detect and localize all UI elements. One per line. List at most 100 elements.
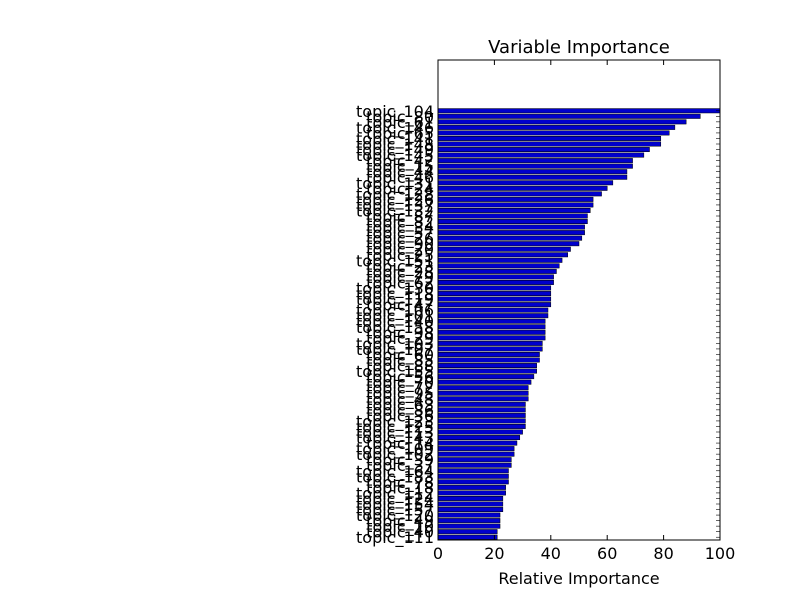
y-label-topic_15: topic_15: [366, 157, 434, 177]
y-label-topic_164: topic_164: [356, 462, 434, 482]
bar-topic_148: [437, 141, 662, 147]
y-label-topic_46: topic_46: [366, 168, 434, 188]
bar-topic_98: [437, 329, 546, 335]
y-label-topic_29: topic_29: [366, 329, 434, 349]
y-label-topic_101: topic_101: [356, 307, 434, 327]
y-label-topic_106: topic_106: [356, 301, 434, 321]
x-tick-label-0: 0: [433, 544, 443, 563]
y-label-topic_151: topic_151: [356, 251, 434, 271]
y-label-topic_104: topic_104: [356, 102, 434, 122]
y-label-topic_98: topic_98: [366, 323, 434, 343]
bar-topic_145: [437, 152, 645, 158]
bar-topic_39: [437, 457, 512, 463]
y-label-topic_112: topic_112: [356, 484, 434, 504]
bar-topic_155: [437, 368, 537, 374]
bar-topic_20: [437, 246, 571, 252]
bars-group: [437, 108, 721, 540]
y-label-topic_61: topic_61: [366, 113, 434, 133]
y-label-topic_85: topic_85: [366, 351, 434, 371]
bar-topic_151: [437, 257, 563, 263]
bar-topic_130: [437, 285, 552, 291]
bar-topic_113: [437, 429, 523, 435]
bar-topic_26: [437, 235, 583, 241]
y-label-topic_102: topic_102: [356, 445, 434, 465]
x-tick-label-80: 80: [653, 544, 673, 563]
y-label-topic_10: topic_10: [366, 517, 434, 537]
y-label-topic_34: topic_34: [366, 218, 434, 238]
y-label-topic_132: topic_132: [356, 201, 434, 221]
bar-topic_48: [437, 396, 529, 402]
y-label-topic_118: topic_118: [356, 285, 434, 305]
y-label-topic_107: topic_107: [356, 340, 434, 360]
y-label-topic_37: topic_37: [366, 456, 434, 476]
y-label-topic_86: topic_86: [366, 401, 434, 421]
bar-topic_23: [437, 263, 560, 269]
bar-topic_49: [437, 518, 501, 524]
bar-topic_34: [437, 224, 585, 230]
y-label-topic_137: topic_137: [356, 196, 434, 216]
bar-topic_57: [437, 230, 585, 236]
bar-topic_132: [437, 207, 591, 213]
y-label-topic_95: topic_95: [366, 384, 434, 404]
y-label-topic_28: topic_28: [366, 262, 434, 282]
y-label-topic_183: topic_183: [356, 467, 434, 487]
y-label-topic_140: topic_140: [356, 312, 434, 332]
bar-topic_85: [437, 357, 540, 363]
bar-topic_101: [437, 313, 549, 319]
y-label-topic_20: topic_20: [366, 240, 434, 260]
y-label-topic_24: topic_24: [366, 179, 434, 199]
bar-topic_24: [437, 185, 608, 191]
bar-topic_14: [437, 440, 518, 446]
y-label-topic_36: topic_36: [366, 406, 434, 426]
bar-topic_42: [437, 158, 633, 164]
y-label-topic_26: topic_26: [366, 229, 434, 249]
bar-topic_37: [437, 462, 512, 468]
bar-topic_95: [437, 390, 529, 396]
y-label-topic_120: topic_120: [356, 506, 434, 526]
bar-topic_112: [437, 490, 506, 496]
bar-topic_88: [437, 363, 537, 369]
bar-topic_146: [437, 124, 676, 130]
bar-topic_72: [437, 385, 529, 391]
bar-topic_109: [437, 446, 515, 452]
bar-topic_118: [437, 291, 552, 297]
y-label-topic_111: topic_111: [356, 528, 434, 548]
y-label-topic_145: topic_145: [356, 146, 434, 166]
y-label-topic_40: topic_40: [366, 523, 434, 543]
bar-topic_183: [437, 473, 509, 479]
bar-topic_87: [437, 213, 588, 219]
y-label-topic_56: topic_56: [366, 368, 434, 388]
bar-topic_143: [437, 435, 521, 441]
bar-topic_15: [437, 163, 633, 169]
y-label-topic_88: topic_88: [366, 357, 434, 377]
y-label-topic_148: topic_148: [356, 135, 434, 155]
bar-topic_60: [437, 351, 540, 357]
bar-topic_18: [437, 484, 506, 490]
x-tick-label-100: 100: [705, 544, 736, 563]
y-label-topic_157: topic_157: [356, 501, 434, 521]
bar-topic_157: [437, 507, 504, 513]
bar-topic_47: [437, 302, 552, 308]
bar-topic_119: [437, 296, 552, 302]
y-label-topic_124: topic_124: [356, 489, 434, 509]
y-label-topic_109: topic_109: [356, 440, 434, 460]
y-label-topic_42: topic_42: [366, 152, 434, 172]
bar-topic_141: [437, 135, 662, 141]
bar-topic_125: [437, 423, 526, 429]
bar-topic_106: [437, 307, 549, 313]
bar-topic_61: [437, 119, 687, 125]
x-ticks: 0 20 40 60 80 100: [433, 60, 735, 563]
y-label-topic_47: topic_47: [366, 296, 434, 316]
y-label-topic_154: topic_154: [356, 495, 434, 515]
y-label-topic_143: topic_143: [356, 429, 434, 449]
y-label-topic_65: topic_65: [366, 124, 434, 144]
y-label-topic_44: topic_44: [366, 163, 434, 183]
bar-topic_103: [437, 340, 543, 346]
x-tick-label-20: 20: [484, 544, 504, 563]
bar-topic_46: [437, 174, 628, 180]
bar-topic_104: [437, 108, 721, 114]
y-label-topic_49: topic_49: [366, 512, 434, 532]
bar-topic_65: [437, 130, 670, 136]
y-label-topic_57: topic_57: [366, 224, 434, 244]
